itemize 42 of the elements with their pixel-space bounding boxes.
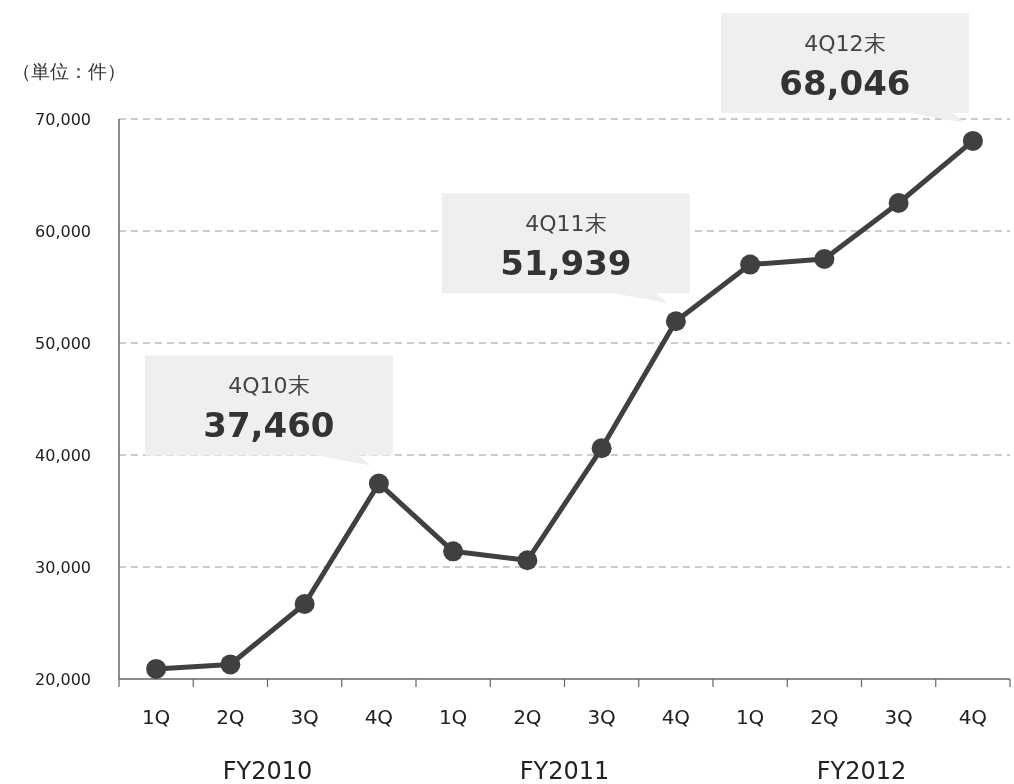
point (591, 438, 612, 459)
data-label: 51,939 (500, 243, 632, 284)
point (740, 254, 761, 275)
y-tick-label: 50,000 (35, 334, 91, 353)
annotation: 4Q11末 (525, 211, 607, 237)
x-tick-label: 4Q (661, 705, 691, 729)
y-axis-title: （単位：件） (12, 60, 126, 82)
x-tick-label: 1Q (735, 705, 765, 729)
x-tick-label: 3Q (290, 705, 319, 729)
point (368, 473, 389, 494)
y-tick-label: 30,000 (35, 558, 91, 577)
point (517, 550, 538, 571)
point (814, 249, 835, 269)
point (220, 654, 241, 675)
x-tick-label: 1Q (438, 705, 468, 729)
x-tick-label: 3Q (587, 705, 616, 729)
callout: 4Q10末 37,460 (144, 355, 393, 466)
callout: 4Q11末 51,939 (441, 193, 690, 304)
point (962, 130, 983, 151)
data-label: 68,046 (779, 62, 911, 103)
callout: 4Q12末 68,046 (720, 12, 969, 123)
annotation: 4Q10末 (228, 373, 310, 399)
point (146, 658, 167, 679)
point (665, 311, 686, 332)
point (294, 593, 315, 614)
x-tick-label: 4Q (958, 705, 988, 729)
y-tick-label: 60,000 (35, 222, 91, 241)
y-tick-label: 40,000 (35, 446, 91, 465)
text: FY2012 (816, 757, 907, 784)
x-tick-label: 2Q (216, 705, 245, 729)
text: FY2011 (519, 757, 610, 784)
y-tick-label: 20,000 (35, 670, 91, 689)
text: FY2010 (222, 757, 313, 784)
x-tick-label: 3Q (884, 705, 913, 729)
x-tick-label: 1Q (141, 705, 171, 729)
point (888, 193, 909, 213)
x-tick-label: 4Q (364, 705, 394, 729)
x-tick-label: 2Q (810, 705, 839, 729)
data-label: 37,460 (203, 405, 335, 446)
point (443, 541, 464, 562)
y-tick-label: 70,000 (35, 110, 91, 129)
x-tick-label: 2Q (513, 705, 542, 729)
